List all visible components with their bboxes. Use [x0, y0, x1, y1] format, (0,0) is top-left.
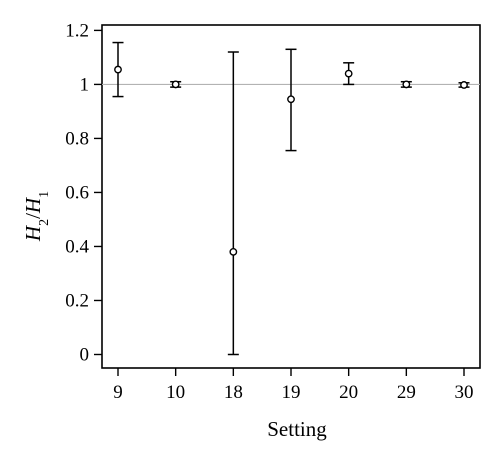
axes: 0 0.2 0.4 0.6 0.8 1 1.2 9 10 18 19 20 29 30	[65, 20, 481, 403]
x-axis-label: Setting	[267, 417, 327, 441]
data-point	[171, 80, 180, 89]
y-axis-label-slash: /	[21, 213, 45, 219]
x-tick-label: 29	[397, 382, 416, 403]
data-point	[229, 247, 238, 256]
y-axis-label-sub1: 1	[37, 191, 52, 198]
x-tick-label: 20	[339, 382, 358, 403]
data-point	[460, 81, 468, 89]
y-axis-label: H2/H1	[21, 191, 52, 242]
y-tick-label: 0.6	[65, 182, 89, 203]
y-axis-label-h2: H	[21, 224, 45, 242]
y-tick-label: 0.8	[65, 128, 89, 149]
y-tick-label: 0.4	[65, 236, 89, 257]
y-axis-label-sub2: 2	[37, 219, 52, 226]
data-point	[344, 69, 353, 78]
y-axis-label-h1: H	[21, 196, 45, 214]
x-tick-label: 18	[224, 382, 243, 403]
y-tick-label: 1	[80, 74, 90, 95]
y-tick-label: 0	[80, 344, 90, 365]
data-marks	[112, 41, 470, 356]
x-tick-label: 30	[455, 382, 474, 403]
y-tick-label: 1.2	[65, 20, 89, 41]
data-point	[287, 95, 295, 104]
x-tick-label: 9	[113, 382, 123, 403]
data-point	[114, 65, 122, 74]
y-tick-label: 0.2	[65, 290, 89, 311]
data-point	[402, 80, 411, 89]
x-tick-label: 19	[282, 382, 301, 403]
x-tick-label: 10	[166, 382, 185, 403]
